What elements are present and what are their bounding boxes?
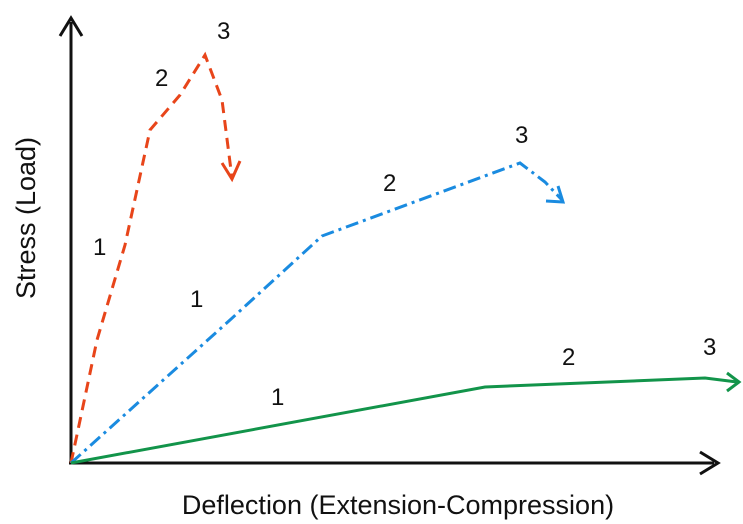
green-stage-3-label: 3 [703, 334, 716, 361]
blue-stage-3-label: 3 [515, 122, 528, 149]
curve-blue-arrowhead [545, 185, 566, 204]
curve-green-arrowhead [726, 371, 742, 393]
x-axis-title: Deflection (Extension-Compression) [182, 490, 614, 520]
curve-green-line [70, 376, 738, 465]
curve-orange-arrowhead [220, 160, 242, 183]
orange-stage-2-label: 2 [155, 65, 168, 92]
y-axis-title: Stress (Load) [11, 137, 41, 299]
blue-stage-1-label: 1 [190, 286, 203, 313]
orange-stage-1-label: 1 [93, 234, 106, 261]
curve-green [70, 371, 742, 465]
blue-stage-2-label: 2 [383, 170, 396, 197]
curve-orange-line [69, 51, 234, 464]
curve-blue [69, 161, 566, 465]
green-stage-1-label: 1 [271, 384, 284, 411]
y-axis [58, 15, 84, 463]
curve-blue-line [69, 161, 564, 465]
curve-orange [69, 51, 242, 464]
x-axis [69, 450, 721, 476]
green-stage-2-label: 2 [562, 344, 575, 371]
orange-stage-3-label: 3 [217, 18, 230, 45]
